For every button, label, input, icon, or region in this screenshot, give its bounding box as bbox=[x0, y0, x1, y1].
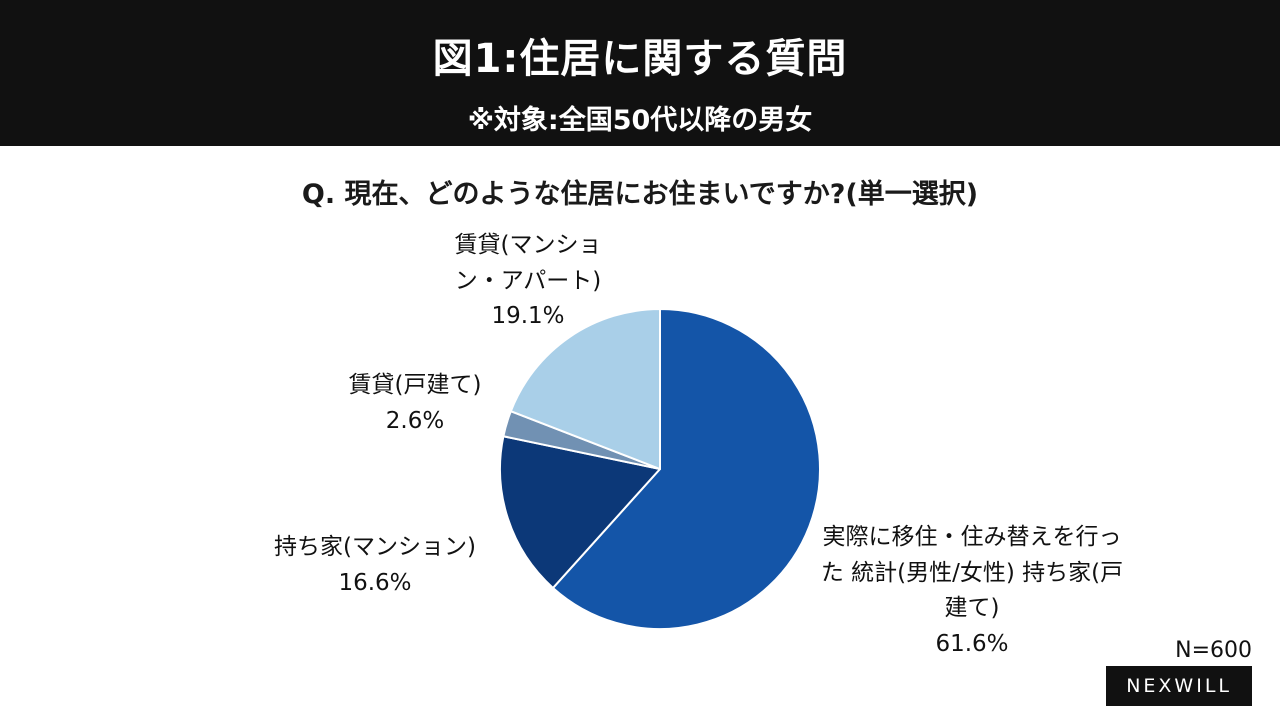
pie-slice bbox=[499, 435, 661, 589]
question-title: Q. 現在、どのような住居にお住まいですか?(単一選択) bbox=[301, 179, 979, 210]
brand-logo: NEXWILL bbox=[1106, 666, 1252, 706]
figure-title: 図1:住居に関する質問 bbox=[432, 36, 848, 82]
label-owned-house: 実際に移住・住み替えを行った 統計(男性/女性) 持ち家(戸建て) 61.6% bbox=[820, 520, 1124, 663]
sample-size: N=600 bbox=[1175, 638, 1252, 663]
figure-subtitle: ※対象:全国50代以降の男女 bbox=[467, 105, 813, 136]
label-rent-house-pct: 2.6% bbox=[385, 407, 445, 434]
label-owned-mansion: 持ち家(マンション) 16.6% bbox=[245, 530, 505, 601]
header-banner: 図1:住居に関する質問 ※対象:全国50代以降の男女 bbox=[0, 0, 1280, 146]
label-owned-house-pct: 61.6% bbox=[935, 630, 1009, 657]
label-rent-apartment-pct: 19.1% bbox=[491, 303, 565, 330]
pie-slice bbox=[509, 308, 661, 470]
label-rent-house: 賃貸(戸建て) 2.6% bbox=[295, 368, 535, 439]
label-rent-apartment: 賃貸(マンション・アパート) 19.1% bbox=[438, 228, 618, 335]
pie-chart-area bbox=[494, 303, 826, 635]
pie-chart bbox=[499, 308, 821, 630]
label-rent-house-text: 賃貸(戸建て) bbox=[348, 372, 482, 398]
label-rent-apartment-text: 賃貸(マンション・アパート) bbox=[454, 232, 602, 294]
label-owned-mansion-pct: 16.6% bbox=[338, 569, 412, 596]
label-owned-house-text: 実際に移住・住み替えを行った 統計(男性/女性) 持ち家(戸建て) bbox=[820, 524, 1124, 622]
label-owned-mansion-text: 持ち家(マンション) bbox=[274, 534, 476, 560]
pie-slice bbox=[551, 308, 821, 630]
